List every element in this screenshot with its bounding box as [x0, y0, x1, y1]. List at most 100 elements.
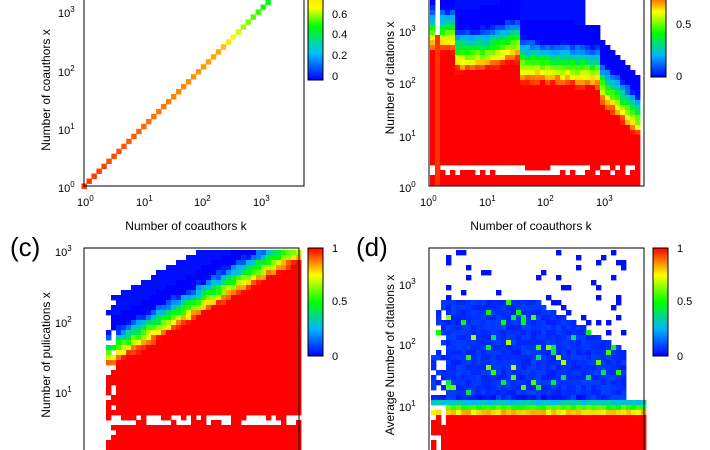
panel-d-cell: [451, 345, 457, 351]
panel-b-cell: [535, 15, 541, 21]
panel-c-cell: [271, 400, 277, 406]
panel-b-cell: [635, 115, 641, 121]
panel-d-cell: [591, 360, 597, 366]
panel-c-cell: [106, 415, 112, 421]
panel-b-cell: [570, 20, 576, 26]
panel-b-cell: [585, 160, 591, 166]
panel-b-cell: [515, 120, 521, 126]
panel-c-cell: [226, 275, 232, 281]
panel-b-cell: [515, 125, 521, 131]
panel-d-cell: [601, 410, 607, 416]
panel-c-cell: [176, 385, 182, 391]
panel-d-cell: [471, 300, 477, 306]
panel-b-cell: [500, 35, 506, 41]
panel-d-cell: [606, 405, 612, 411]
panel-c-cell: [161, 280, 167, 286]
panel-c-cell: [236, 425, 242, 431]
panel-c-cell: [286, 400, 292, 406]
panel-b-cell: [460, 105, 466, 111]
panel-d-cell: [616, 420, 622, 426]
panel-c-cell: [236, 375, 242, 381]
panel-c-cell: [176, 365, 182, 371]
panel-b-cell: [620, 130, 626, 136]
panel-b-cell: [545, 5, 551, 11]
panel-d-cell: [566, 320, 572, 326]
panel-b-cell: [435, 120, 441, 126]
panel-c-cell: [216, 275, 222, 281]
panel-d-cell: [526, 310, 532, 316]
panel-b-cell: [535, 160, 541, 166]
panel-b-cell: [435, 140, 441, 146]
panel-c-cell: [286, 305, 292, 311]
panel-b-cell: [460, 5, 466, 11]
panel-b-cell: [455, 0, 461, 6]
panel-c-cell: [251, 265, 257, 271]
panel-b-cell: [465, 60, 471, 66]
panel-d-cell: [566, 310, 572, 316]
panel-d-cell: [596, 435, 602, 441]
panel-d-cell: [586, 395, 592, 401]
panel-d-cell: [566, 355, 572, 361]
panel-c-cell: [291, 285, 297, 291]
panel-c-cell: [191, 315, 197, 321]
panel-b-cell: [495, 90, 501, 96]
panel-d-cell: [541, 385, 547, 391]
panel-b-cell: [450, 20, 456, 26]
panel-b-cell: [550, 155, 556, 161]
panel-b-cell: [625, 115, 631, 121]
panel-b-cell: [585, 55, 591, 61]
panel-b-cell: [460, 120, 466, 126]
panel-c-cell: [221, 325, 227, 331]
panel-b-cell: [525, 135, 531, 141]
panel-b-cell: [540, 160, 546, 166]
panel-c-cell: [291, 345, 297, 351]
panel-b-cell: [430, 50, 436, 56]
panel-c-cell: [136, 410, 142, 416]
panel-c-cell: [206, 320, 212, 326]
panel-b-cell: [615, 155, 621, 161]
panel-d-cell: [536, 405, 542, 411]
panel-d-cell: [566, 410, 572, 416]
panel-b-cell: [580, 20, 586, 26]
panel-c-cell: [191, 280, 197, 286]
panel-c-cell: [276, 315, 282, 321]
panel-b-cell: [535, 0, 541, 6]
panel-b-cell: [630, 145, 636, 151]
panel-b-cell: [570, 155, 576, 161]
panel-b-cell: [445, 5, 451, 11]
panel-c-cell: [236, 325, 242, 331]
panel-d-cell: [491, 435, 497, 441]
panel-d-cell: [601, 400, 607, 406]
panel-d-cell: [556, 425, 562, 431]
panel-d-cell: [506, 380, 512, 386]
panel-c-cell: [116, 435, 122, 441]
panel-c-cell: [151, 365, 157, 371]
panel-d-cell: [526, 425, 532, 431]
panel-c-cell: [171, 365, 177, 371]
panel-d-cell: [521, 435, 527, 441]
panel-d-cell: [531, 335, 537, 341]
panel-b-cell: [530, 30, 536, 36]
panel-c-cell: [191, 335, 197, 341]
panel-b-cell: [435, 125, 441, 131]
panel-b-xlabel: Number of coauthors k: [470, 219, 592, 233]
panel-d-cell: [631, 405, 637, 411]
panel-d-cell: [431, 400, 437, 406]
panel-c-cell: [216, 395, 222, 401]
panel-d-cell: [521, 400, 527, 406]
panel-b-cell: [445, 65, 451, 71]
panel-b-cell: [505, 70, 511, 76]
panel-b-cell: [560, 115, 566, 121]
panel-d-cell: [521, 315, 527, 321]
panel-b-cell: [440, 135, 446, 141]
panel-b-cell: [545, 15, 551, 21]
panel-b-cell: [480, 100, 486, 106]
panel-b-colorbar: 0.5 0: [650, 0, 691, 83]
panel-c-cell: [291, 400, 297, 406]
panel-b-cell: [540, 85, 546, 91]
panel-b-cell: [450, 160, 456, 166]
panel-c-cell: [116, 320, 122, 326]
panel-b-cell: [605, 150, 611, 156]
panel-c-cell: [141, 390, 147, 396]
panel-b-cell: [580, 135, 586, 141]
